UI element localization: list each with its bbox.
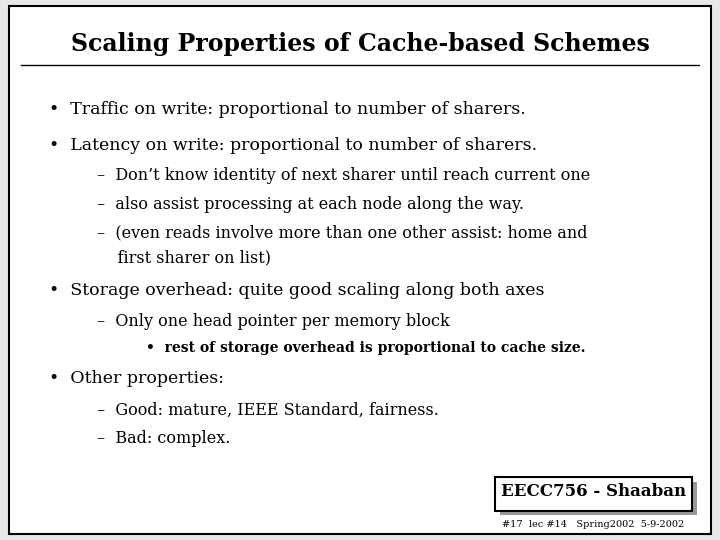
- Text: Scaling Properties of Cache-based Schemes: Scaling Properties of Cache-based Scheme…: [71, 32, 649, 57]
- FancyBboxPatch shape: [500, 482, 697, 515]
- Text: #17  lec #14   Spring2002  5-9-2002: #17 lec #14 Spring2002 5-9-2002: [502, 519, 685, 529]
- Text: –  Good: mature, IEEE Standard, fairness.: – Good: mature, IEEE Standard, fairness.: [97, 401, 439, 418]
- FancyBboxPatch shape: [495, 477, 692, 511]
- Text: •  rest of storage overhead is proportional to cache size.: • rest of storage overhead is proportion…: [145, 341, 585, 355]
- Text: •  Traffic on write: proportional to number of sharers.: • Traffic on write: proportional to numb…: [49, 101, 526, 118]
- Text: EECC756 - Shaaban: EECC756 - Shaaban: [500, 483, 686, 500]
- Text: •  Other properties:: • Other properties:: [49, 370, 224, 387]
- Text: –  Don’t know identity of next sharer until reach current one: – Don’t know identity of next sharer unt…: [97, 167, 590, 184]
- Text: –  Bad: complex.: – Bad: complex.: [97, 430, 230, 447]
- Text: –  Only one head pointer per memory block: – Only one head pointer per memory block: [97, 313, 450, 330]
- Text: •  Storage overhead: quite good scaling along both axes: • Storage overhead: quite good scaling a…: [49, 282, 544, 299]
- Text: •  Latency on write: proportional to number of sharers.: • Latency on write: proportional to numb…: [49, 137, 537, 154]
- Text: –  (even reads involve more than one other assist: home and: – (even reads involve more than one othe…: [97, 224, 588, 241]
- Text: first sharer on list): first sharer on list): [97, 249, 271, 266]
- Text: –  also assist processing at each node along the way.: – also assist processing at each node al…: [97, 195, 524, 213]
